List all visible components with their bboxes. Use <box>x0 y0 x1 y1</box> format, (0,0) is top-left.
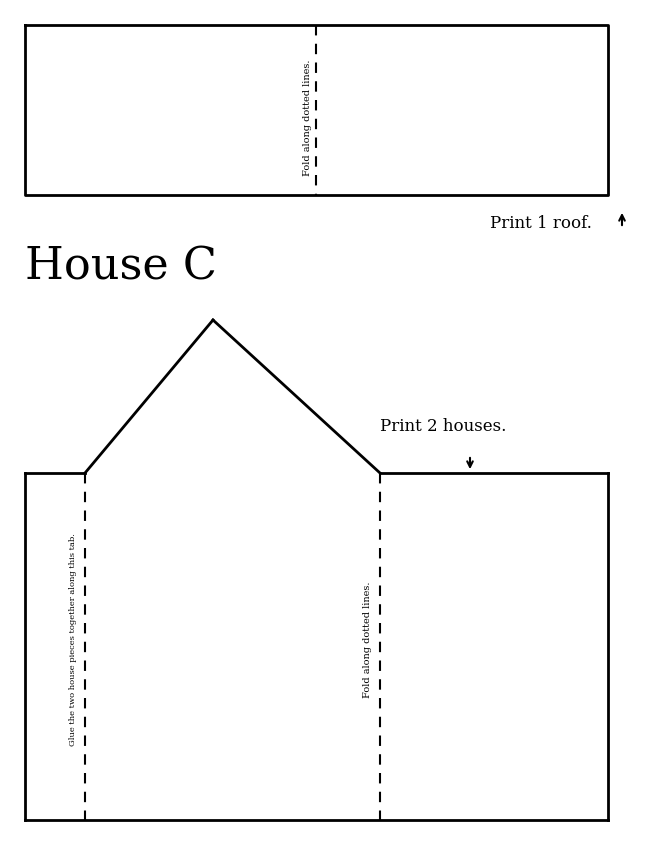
Text: Fold along dotted lines.: Fold along dotted lines. <box>363 582 372 698</box>
Text: Fold along dotted lines.: Fold along dotted lines. <box>304 60 313 176</box>
Text: Print 2 houses.: Print 2 houses. <box>380 418 506 435</box>
Text: Print 1 roof.: Print 1 roof. <box>490 215 592 232</box>
Text: Glue the two house pieces together along this tab.: Glue the two house pieces together along… <box>69 534 77 746</box>
Text: House C: House C <box>25 245 217 288</box>
